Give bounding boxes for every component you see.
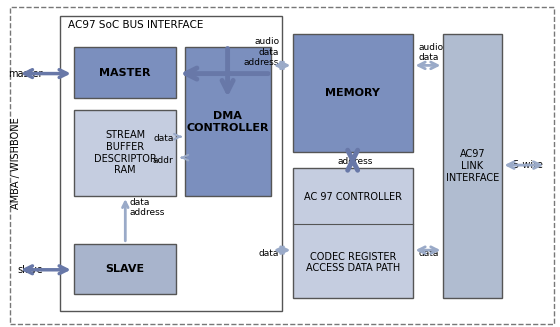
Text: slave: slave xyxy=(17,265,43,275)
Bar xyxy=(444,34,502,298)
Bar xyxy=(73,47,176,98)
Bar xyxy=(60,16,282,311)
Text: AC97 SoC BUS INTERFACE: AC97 SoC BUS INTERFACE xyxy=(68,20,203,29)
Text: MASTER: MASTER xyxy=(99,68,151,78)
Bar xyxy=(73,244,176,294)
Bar xyxy=(73,110,176,196)
Text: STREAM
BUFFER
DESCRIPTOR
RAM: STREAM BUFFER DESCRIPTOR RAM xyxy=(94,130,156,175)
Text: data: data xyxy=(259,249,279,258)
Text: audio
data
address: audio data address xyxy=(244,37,279,67)
Text: data
address: data address xyxy=(129,198,165,217)
Text: CODEC REGISTER
ACCESS DATA PATH: CODEC REGISTER ACCESS DATA PATH xyxy=(306,252,400,273)
Text: data: data xyxy=(153,134,174,144)
Bar xyxy=(293,34,413,152)
Text: MEMORY: MEMORY xyxy=(325,88,380,98)
Text: audio
data: audio data xyxy=(418,43,444,62)
Bar xyxy=(293,168,413,298)
Bar xyxy=(185,47,271,196)
Text: AMBA / WISHBONE: AMBA / WISHBONE xyxy=(11,118,21,209)
Text: DMA
CONTROLLER: DMA CONTROLLER xyxy=(186,111,269,133)
Text: 5 wire: 5 wire xyxy=(513,160,543,170)
Text: AC 97 CONTROLLER: AC 97 CONTROLLER xyxy=(304,192,402,202)
Text: master: master xyxy=(8,69,43,78)
Text: SLAVE: SLAVE xyxy=(105,264,144,274)
Text: addr: addr xyxy=(153,156,174,165)
Text: data: data xyxy=(418,249,438,258)
Text: address: address xyxy=(338,157,373,166)
Text: AC97
LINK
INTERFACE: AC97 LINK INTERFACE xyxy=(446,149,499,182)
